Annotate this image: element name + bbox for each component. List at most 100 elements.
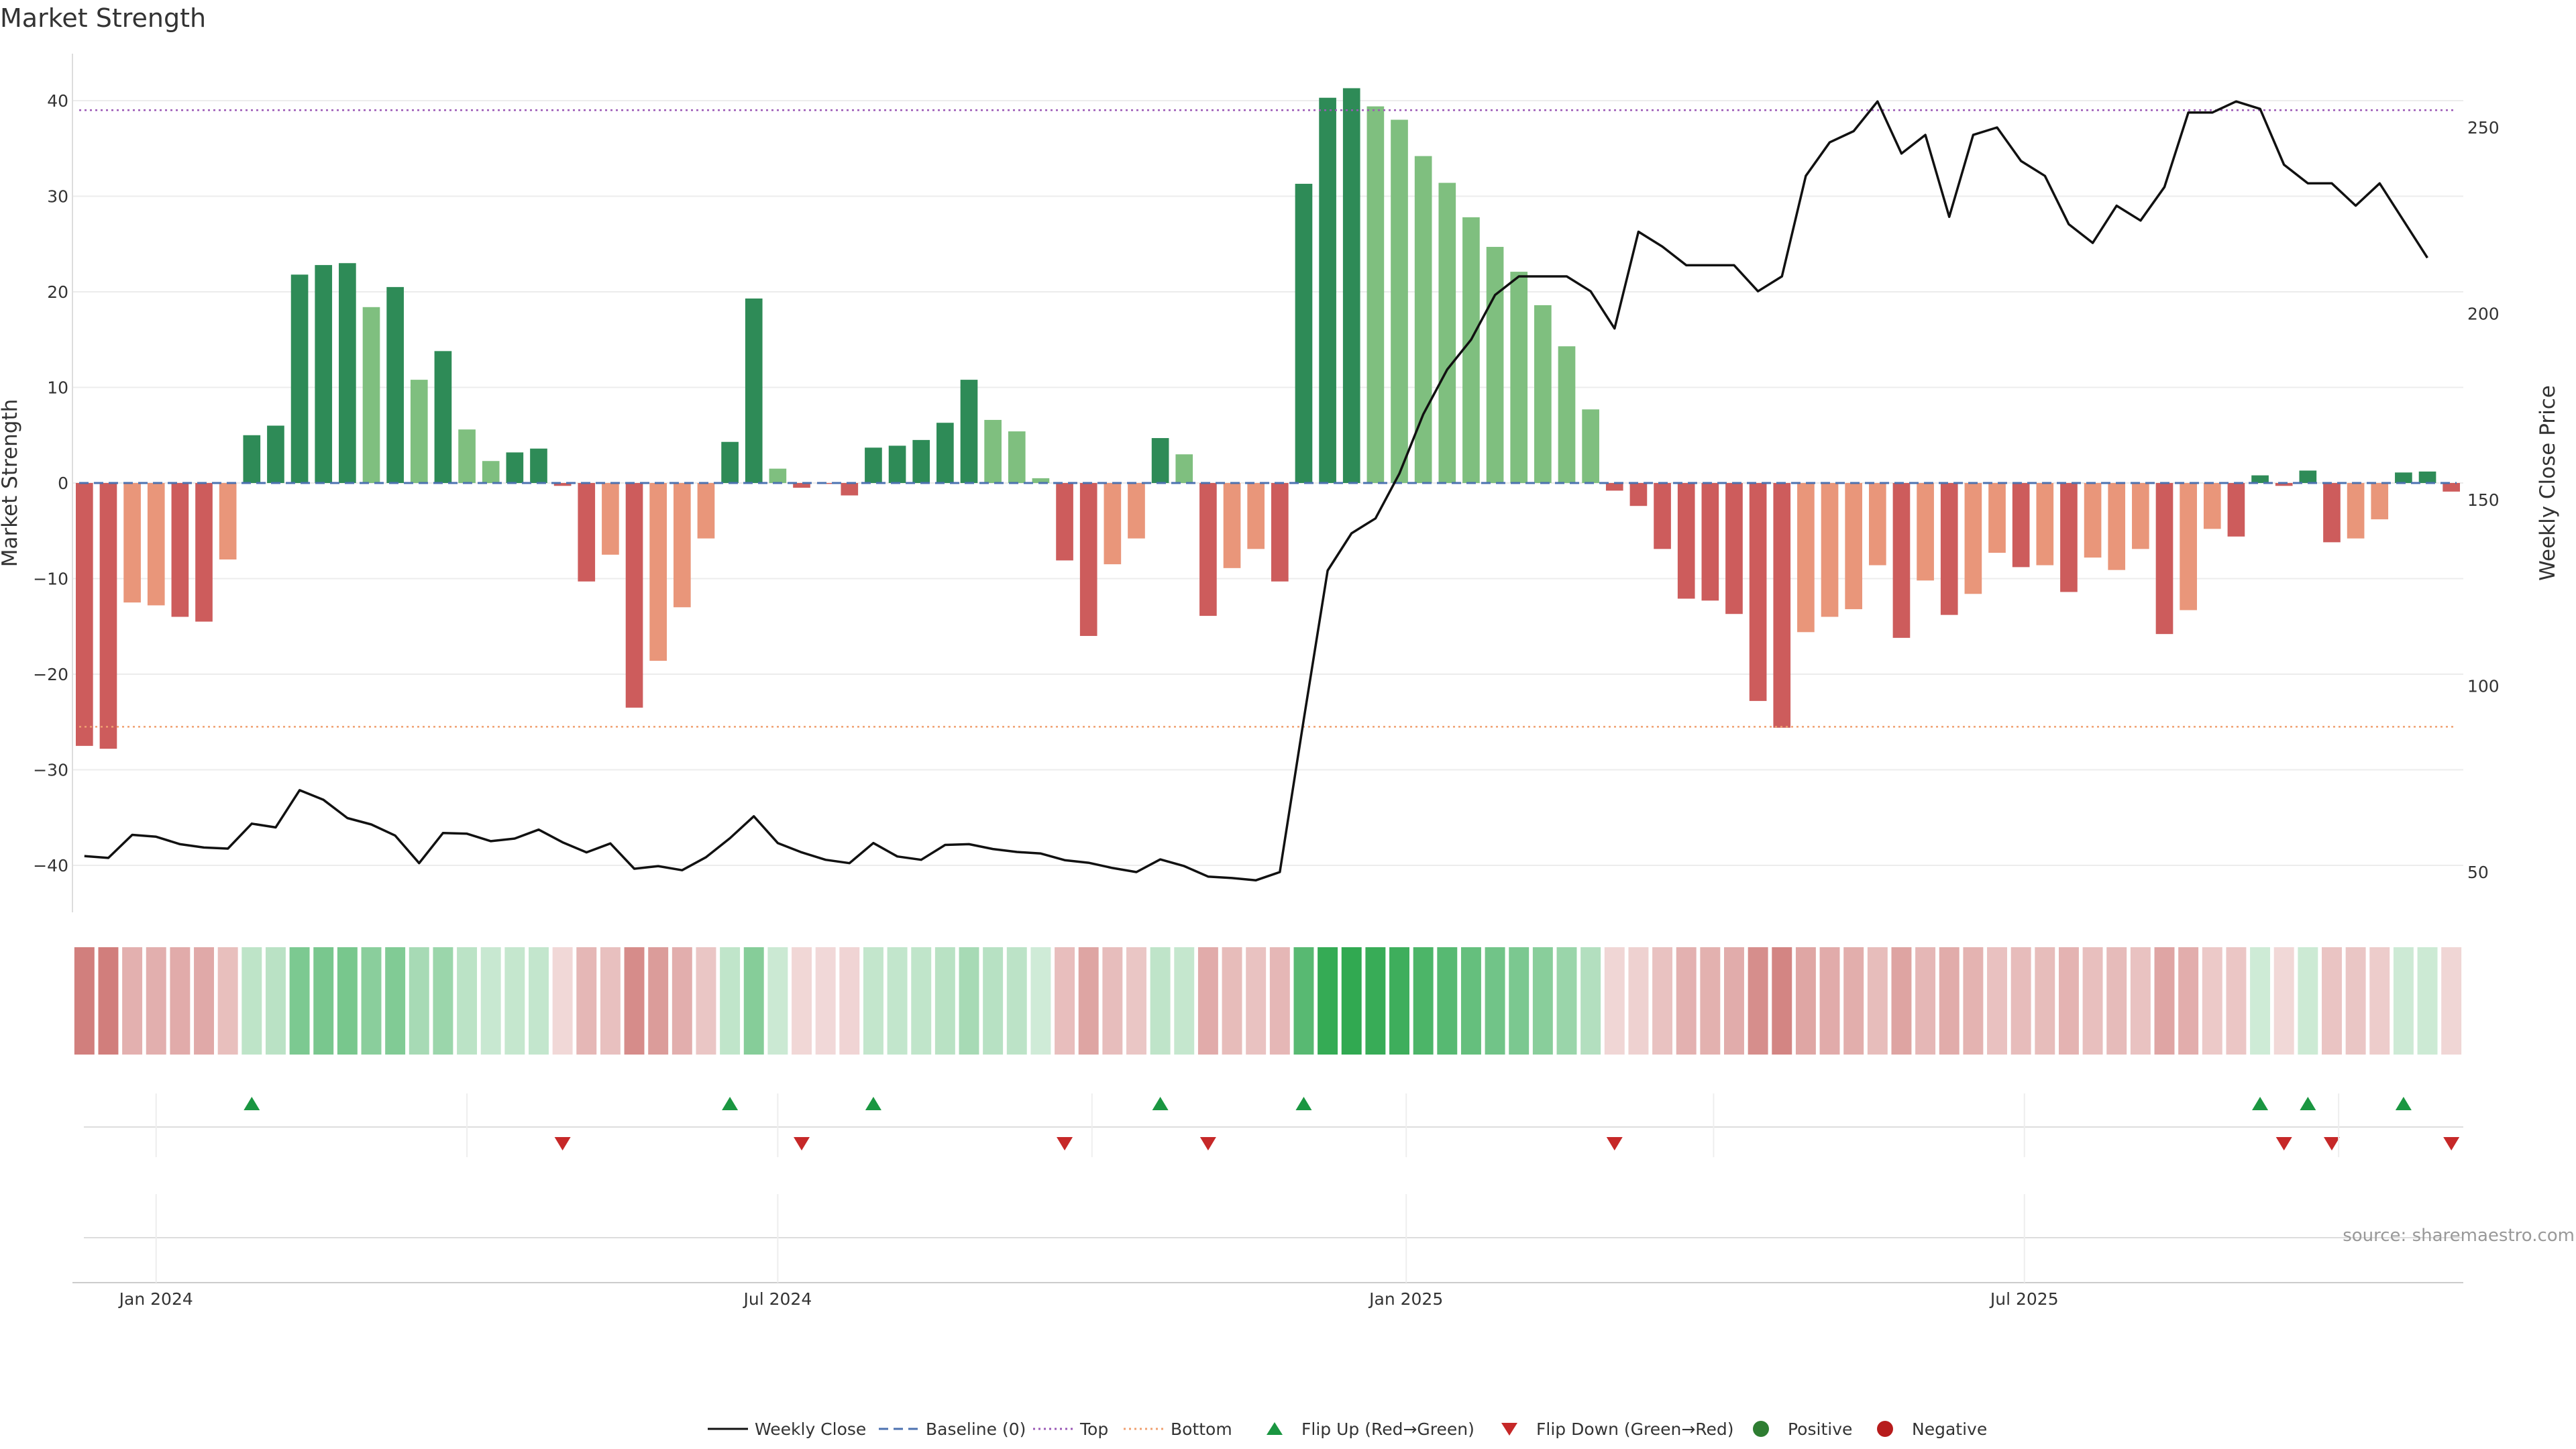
heat-cell bbox=[1126, 947, 1146, 1055]
strength-bar bbox=[243, 435, 261, 483]
x-tick-label: Jan 2024 bbox=[118, 1289, 193, 1309]
strength-bar bbox=[195, 483, 213, 622]
strength-bar bbox=[1510, 272, 1528, 483]
heat-cell bbox=[241, 947, 262, 1055]
heat-cell bbox=[1102, 947, 1123, 1055]
heat-cell bbox=[1174, 947, 1195, 1055]
legend-swatch bbox=[1267, 1422, 1283, 1435]
strength-bar bbox=[1797, 483, 1815, 633]
heat-cell bbox=[1222, 947, 1242, 1055]
strength-bar bbox=[1079, 483, 1097, 636]
strength-bar bbox=[1486, 247, 1504, 483]
strength-bar bbox=[2084, 483, 2102, 558]
heat-cell bbox=[743, 947, 764, 1055]
heat-cell bbox=[1055, 947, 1075, 1055]
heat-cell bbox=[1604, 947, 1625, 1055]
heat-cell bbox=[839, 947, 860, 1055]
strength-bar bbox=[1725, 483, 1743, 614]
heat-cell bbox=[934, 947, 955, 1055]
heat-cell bbox=[2154, 947, 2175, 1055]
x-tick-label: Jan 2025 bbox=[1368, 1289, 1443, 1309]
legend: Weekly Close Baseline (0) Top Bottom Flip Up… bbox=[708, 1419, 1987, 1439]
heat-cell bbox=[1389, 947, 1409, 1055]
strength-bar bbox=[865, 447, 882, 483]
strength-bar bbox=[888, 445, 906, 483]
strength-bar bbox=[147, 483, 165, 606]
flip-down-marker bbox=[2323, 1137, 2340, 1150]
left-tick-label: 30 bbox=[47, 187, 68, 207]
heat-cell bbox=[1197, 947, 1218, 1055]
strength-bar bbox=[2060, 483, 2078, 592]
left-tick-label: 0 bbox=[58, 474, 68, 493]
strength-bar bbox=[2227, 483, 2245, 537]
heat-cell bbox=[289, 947, 310, 1055]
strength-bar bbox=[1151, 438, 1169, 483]
legend-swatch bbox=[1877, 1421, 1893, 1437]
heat-cell bbox=[1413, 947, 1434, 1055]
heat-cell bbox=[2106, 947, 2127, 1055]
strength-bar bbox=[578, 483, 596, 582]
heat-cell bbox=[504, 947, 525, 1055]
heat-cell bbox=[1843, 947, 1864, 1055]
strength-bar bbox=[290, 274, 309, 483]
heat-cell bbox=[1867, 947, 1888, 1055]
heat-cell bbox=[2178, 947, 2199, 1055]
right-tick-label: 200 bbox=[2467, 305, 2500, 324]
heat-cell bbox=[1150, 947, 1171, 1055]
heat-cell bbox=[1580, 947, 1601, 1055]
legend-item-flip_down: Flip Down (Green→Red) bbox=[1501, 1419, 1734, 1439]
legend-item-top: Top bbox=[1033, 1419, 1108, 1439]
strength-bar bbox=[2132, 483, 2149, 549]
flip-up-marker bbox=[244, 1097, 260, 1110]
heat-cell bbox=[2393, 947, 2414, 1055]
strength-bar bbox=[960, 380, 978, 483]
strength-bar bbox=[1008, 431, 1026, 483]
strength-bar bbox=[1964, 483, 1982, 594]
heat-cell bbox=[1891, 947, 1912, 1055]
heat-cell bbox=[1819, 947, 1840, 1055]
heat-cell bbox=[1795, 947, 1816, 1055]
left-tick-label: 40 bbox=[47, 91, 68, 111]
x-tick-label: Jul 2024 bbox=[743, 1289, 812, 1309]
strength-bar bbox=[1247, 483, 1265, 549]
strength-bar bbox=[1462, 217, 1480, 483]
strength-bar bbox=[1701, 483, 1719, 601]
strength-bar bbox=[386, 286, 404, 483]
strength-bar bbox=[1868, 483, 1886, 566]
heat-cell bbox=[265, 947, 286, 1055]
heat-cell bbox=[98, 947, 119, 1055]
flip-up-marker bbox=[865, 1097, 881, 1110]
chart-title: Market Strength bbox=[0, 3, 206, 33]
heat-cell bbox=[74, 947, 95, 1055]
reference-lines bbox=[79, 109, 2457, 728]
heat-cell bbox=[409, 947, 429, 1055]
heat-cell bbox=[433, 947, 453, 1055]
source-note: source: sharemaestro.com bbox=[2343, 1226, 2575, 1246]
heat-cell bbox=[1987, 947, 2007, 1055]
heat-cell bbox=[2035, 947, 2055, 1055]
strength-bar bbox=[410, 380, 428, 483]
strength-bar bbox=[1654, 483, 1671, 549]
strength-bar bbox=[267, 425, 284, 483]
strength-bar bbox=[2012, 483, 2030, 568]
left-tick-label: 10 bbox=[47, 378, 68, 398]
heat-cell bbox=[1772, 947, 1792, 1055]
strength-bar bbox=[434, 351, 452, 483]
heat-cell bbox=[1460, 947, 1481, 1055]
flip-down-marker bbox=[2275, 1137, 2292, 1150]
strength-bar bbox=[1917, 483, 1934, 581]
flip-down-marker bbox=[1606, 1137, 1623, 1150]
strength-bar bbox=[219, 483, 237, 559]
heat-cell bbox=[600, 947, 621, 1055]
strength-bar bbox=[1414, 156, 1432, 483]
heat-cell bbox=[1748, 947, 1768, 1055]
strength-bar bbox=[1104, 483, 1122, 565]
strength-bar bbox=[602, 483, 619, 555]
strength-bar bbox=[936, 423, 954, 483]
legend-label: Flip Up (Red→Green) bbox=[1301, 1419, 1474, 1439]
strength-bar bbox=[1032, 478, 1050, 483]
left-tick-label: −40 bbox=[33, 856, 68, 875]
strength-bar bbox=[2347, 483, 2365, 539]
right-tick-label: 150 bbox=[2467, 490, 2500, 510]
heat-cell bbox=[1246, 947, 1267, 1055]
